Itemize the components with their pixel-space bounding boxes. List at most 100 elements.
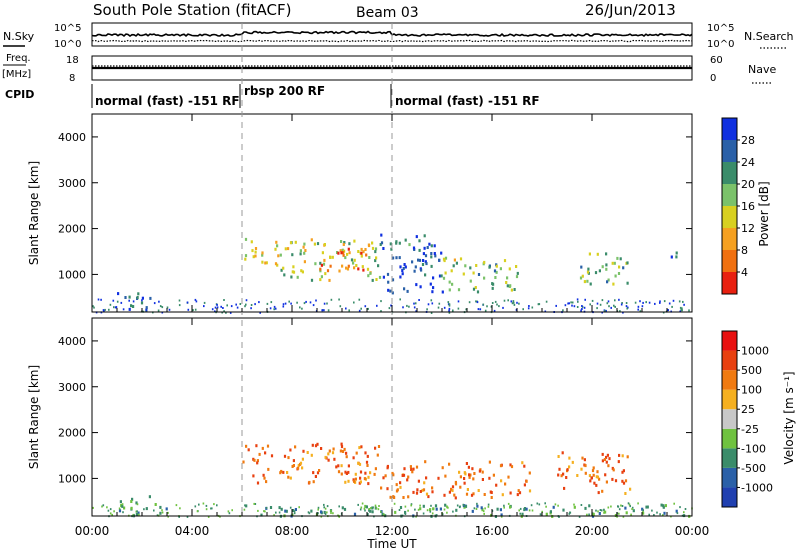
data-point <box>562 472 565 476</box>
data-point <box>442 276 446 280</box>
cpid-segment-2: rbsp 200 RF <box>244 84 325 98</box>
data-point <box>458 470 461 474</box>
data-point <box>595 475 598 479</box>
data-point <box>416 488 419 492</box>
y-tick-label: 4000 <box>58 335 86 348</box>
data-point <box>412 490 415 494</box>
data-point <box>308 512 311 515</box>
data-point <box>353 301 355 304</box>
noise-left-tick-bottom: 10^0 <box>54 39 81 50</box>
data-point <box>641 305 644 308</box>
data-point <box>120 301 123 304</box>
mode-dividers <box>241 23 393 516</box>
colorbar-swatch <box>722 184 737 206</box>
data-point <box>580 467 583 471</box>
data-point <box>266 444 270 448</box>
data-point <box>140 301 144 305</box>
data-point <box>165 507 168 511</box>
data-point <box>187 308 190 311</box>
data-point <box>448 280 451 284</box>
data-point <box>457 300 460 303</box>
data-point <box>225 311 227 314</box>
data-point <box>581 308 583 310</box>
data-point <box>586 270 590 274</box>
data-point <box>571 460 574 464</box>
data-point <box>308 480 311 484</box>
data-point <box>619 257 622 261</box>
data-point <box>383 513 385 516</box>
data-point <box>287 456 290 460</box>
data-point <box>506 276 509 280</box>
data-point <box>614 305 616 308</box>
data-point <box>359 508 362 511</box>
data-point <box>430 244 433 248</box>
data-point <box>503 506 505 509</box>
data-point <box>399 485 402 489</box>
data-point <box>401 474 404 477</box>
data-point <box>598 512 601 515</box>
data-point <box>343 507 347 511</box>
data-point <box>326 505 329 508</box>
data-point <box>473 472 476 475</box>
colorbar-tick-label: 1000 <box>741 345 769 358</box>
data-point <box>130 500 133 503</box>
data-point <box>407 509 409 512</box>
y-tick-label: 1000 <box>58 472 86 485</box>
data-point <box>424 273 427 277</box>
data-point <box>484 507 486 510</box>
data-point <box>254 303 256 306</box>
data-point <box>331 451 335 455</box>
data-point <box>97 298 100 301</box>
data-point <box>341 248 344 252</box>
data-point <box>322 262 326 266</box>
data-point <box>637 502 639 505</box>
data-point <box>299 252 302 256</box>
data-point <box>285 509 288 513</box>
data-point <box>637 308 639 311</box>
data-point <box>357 503 359 506</box>
data-point <box>453 493 456 497</box>
data-point <box>478 469 481 473</box>
data-point <box>624 492 627 495</box>
data-point <box>421 488 424 492</box>
data-point <box>332 447 335 451</box>
data-point <box>194 298 197 301</box>
data-point <box>121 504 124 508</box>
data-point <box>418 239 421 243</box>
data-point <box>337 464 340 468</box>
data-point <box>607 278 610 282</box>
data-point <box>319 267 322 271</box>
data-point <box>330 298 333 301</box>
data-point <box>244 257 247 261</box>
data-point <box>348 309 350 312</box>
data-point <box>247 448 250 452</box>
data-point <box>610 505 612 508</box>
data-point <box>495 270 498 274</box>
data-point <box>203 301 206 304</box>
data-point <box>570 301 572 304</box>
data-point <box>194 505 197 508</box>
data-point <box>335 465 338 469</box>
data-point <box>421 263 425 266</box>
noise-search-label: N.Search <box>744 30 794 43</box>
data-point <box>380 486 383 490</box>
data-point <box>414 265 417 269</box>
data-point <box>301 270 304 274</box>
data-point <box>659 300 661 303</box>
data-point <box>327 309 330 312</box>
data-point <box>213 503 215 506</box>
data-point <box>355 451 358 455</box>
x-tick-label: 04:00 <box>175 524 210 538</box>
data-point <box>596 470 599 474</box>
data-point <box>490 513 493 517</box>
data-point <box>605 460 608 464</box>
data-point <box>491 282 494 286</box>
data-point <box>343 241 346 244</box>
data-point <box>499 267 502 271</box>
data-point <box>594 271 598 275</box>
data-point <box>503 299 506 302</box>
data-point <box>107 509 110 512</box>
data-point <box>302 245 305 249</box>
data-point <box>619 310 621 313</box>
data-point <box>278 511 281 514</box>
